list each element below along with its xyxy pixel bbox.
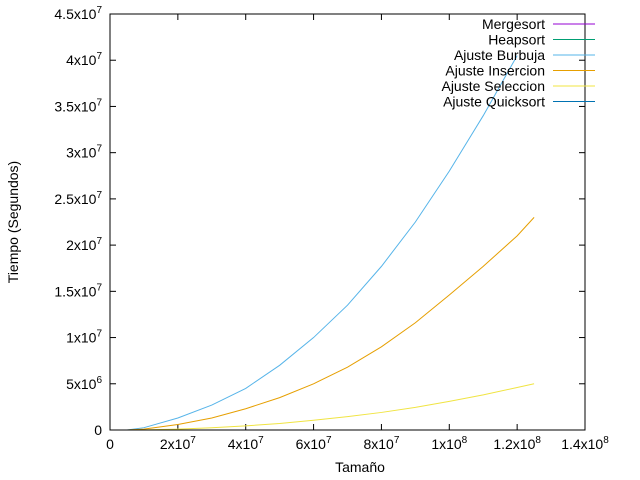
y-tick-label: 0	[94, 422, 102, 438]
y-tick-label: 1.5x107	[54, 282, 102, 299]
series-line-ajuste-insercion	[126, 217, 535, 430]
y-tick-label: 2.5x107	[54, 190, 102, 207]
legend-label: Ajuste Burbuja	[454, 47, 545, 63]
x-tick-label: 6x107	[296, 435, 332, 452]
legend-label: Mergesort	[482, 16, 545, 32]
y-tick-label: 3.5x107	[54, 97, 102, 114]
series-line-ajuste-burbuja	[126, 55, 518, 430]
x-axis-label: Tamaño	[335, 459, 385, 475]
y-tick-label: 1x107	[66, 329, 102, 346]
y-tick-label: 5x106	[66, 375, 102, 392]
x-tick-label: 2x107	[160, 435, 196, 452]
y-tick-label: 2x107	[66, 236, 102, 253]
x-tick-label: 1.4x108	[561, 435, 609, 452]
x-tick-label: 4x107	[228, 435, 264, 452]
legend-label: Ajuste Seleccion	[441, 78, 545, 94]
x-tick-label: 1x108	[431, 435, 467, 452]
y-axis-label: Tiempo (Segundos)	[5, 161, 21, 283]
x-tick-label: 0	[106, 436, 114, 452]
x-tick-label: 1.2x108	[493, 435, 541, 452]
x-tick-label: 8x107	[363, 435, 399, 452]
y-tick-label: 4x107	[66, 51, 102, 68]
legend-label: Ajuste Insercion	[445, 63, 545, 79]
legend-label: Heapsort	[488, 32, 545, 48]
legend-label: Ajuste Quicksort	[443, 94, 545, 110]
y-tick-label: 4.5x107	[54, 5, 102, 22]
x-tick-labels: 0 2x107 4x107 6x107 8x107 1x108 1.2x108 1.4x108	[106, 435, 609, 452]
series-line-ajuste-seleccion	[126, 383, 535, 430]
y-tick-labels: 0 5x106 1x107 1.5x107 2x107 2.5x107 3x107 3.5x1…	[54, 5, 102, 438]
series-lines	[126, 55, 535, 430]
y-tick-label: 3x107	[66, 144, 102, 161]
plot-frame	[109, 13, 586, 431]
